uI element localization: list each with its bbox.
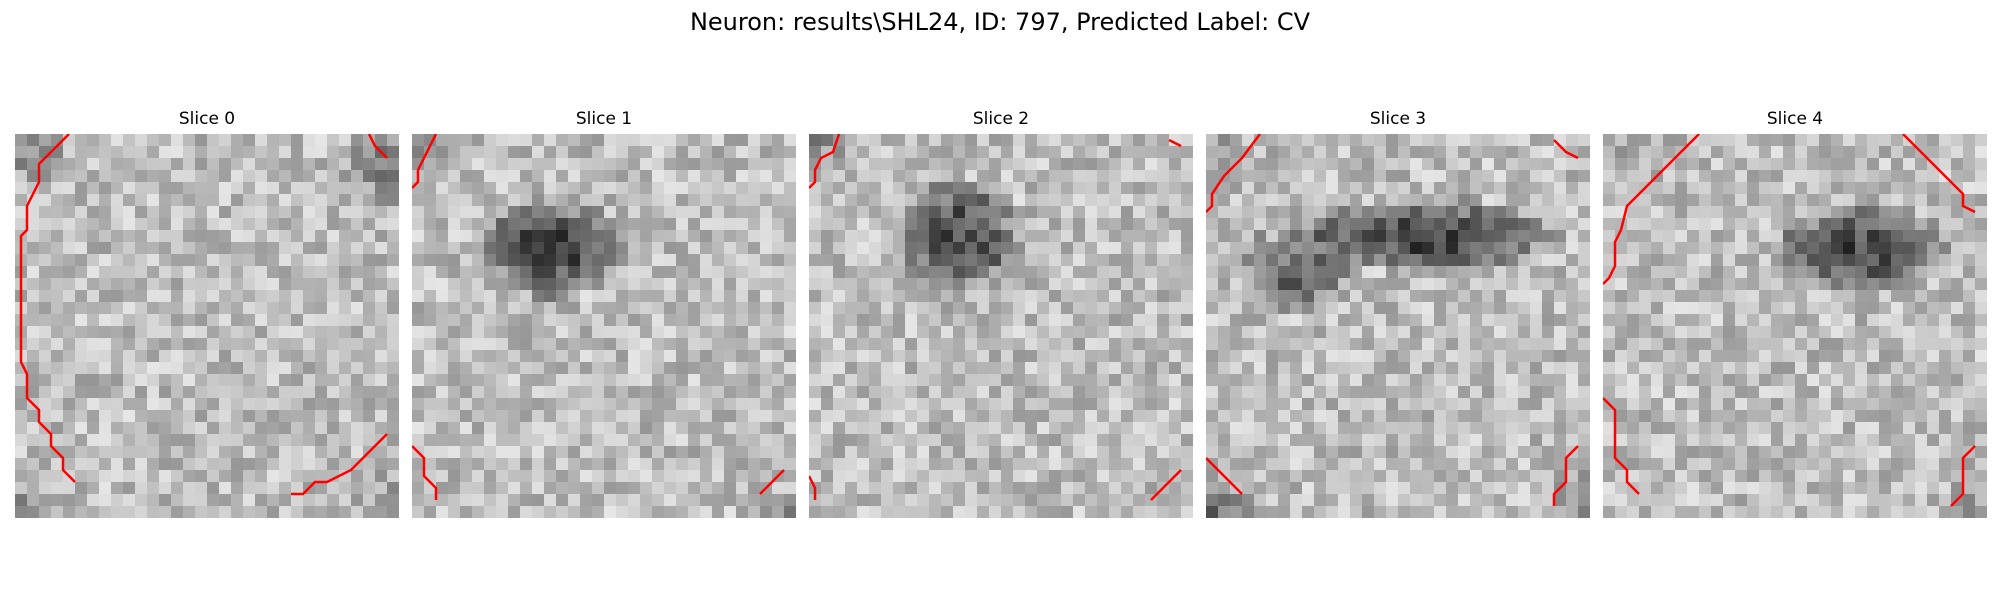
contour-line [1150,469,1182,501]
contour-line [1206,457,1243,495]
pixel-grid [1603,134,1987,518]
slice-panel-4: Slice 4 [1603,108,1987,518]
pixel-grid [809,134,1193,518]
slice-image-0 [15,134,399,518]
contour-line [1603,397,1640,495]
contour-line [367,134,388,159]
slice-title-4: Slice 4 [1766,109,1824,129]
slice-panel-0: Slice 0 [15,108,399,518]
contour-line [1206,134,1261,213]
contour-line [412,445,438,500]
slice-title-3: Slice 3 [1369,109,1427,129]
slice-image-2 [809,134,1193,518]
slice-title-2: Slice 2 [972,109,1030,129]
contour-line [19,134,76,483]
contour-line [412,134,438,189]
slice-image-4 [1603,134,1987,518]
slice-title-0: Slice 0 [178,109,236,129]
slice-panel-1: Slice 1 [412,108,796,518]
contour-line [1950,445,1976,507]
contour-line [759,469,785,495]
figure-title: Neuron: results\SHL24, ID: 797, Predicte… [689,8,1311,36]
contour-line [809,134,841,189]
contour-line [291,433,388,496]
slice-title-1: Slice 1 [575,109,633,129]
contour-line [1168,138,1182,148]
contour-line [1553,139,1579,160]
slice-panel-2: Slice 2 [809,108,1193,518]
slice-image-1 [412,134,796,518]
slice-image-3 [1206,134,1590,518]
contour-line [1603,134,1700,285]
pixel-grid [15,134,399,518]
contour-line [1902,134,1976,214]
contour-line [809,475,817,500]
pixel-grid [1206,134,1590,518]
slice-panel-3: Slice 3 [1206,108,1590,518]
contour-line [1552,445,1579,506]
pixel-grid [412,134,796,518]
